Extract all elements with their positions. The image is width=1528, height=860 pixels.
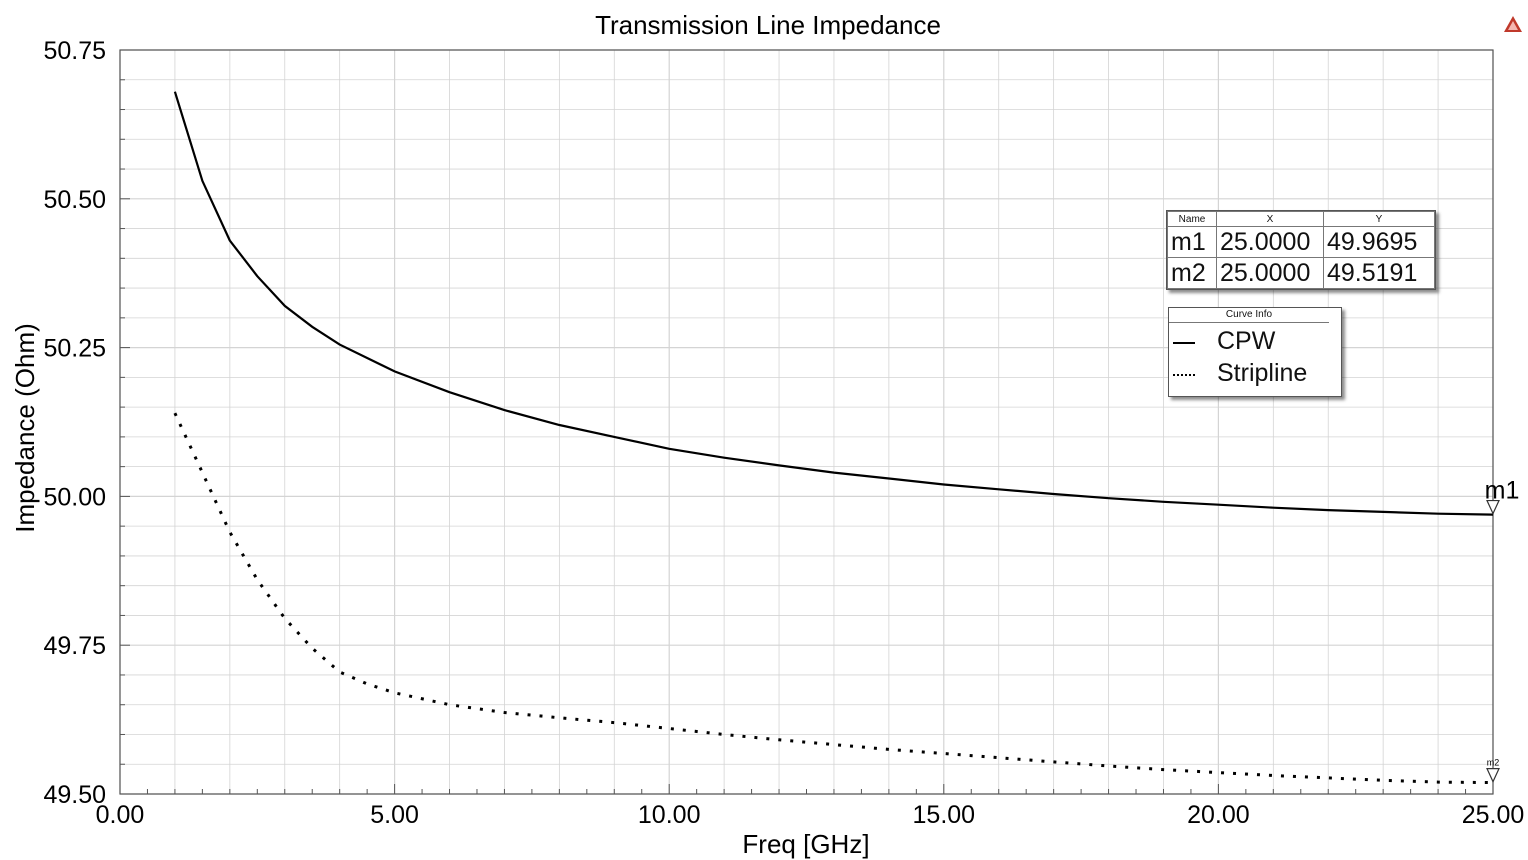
- chart-title: Transmission Line Impedance: [595, 10, 941, 40]
- x-tick-label: 20.00: [1187, 801, 1250, 829]
- marker-name: m2: [1167, 257, 1217, 289]
- dotted-line-swatch: [1173, 374, 1195, 376]
- marker-header-x: X: [1216, 211, 1324, 227]
- marker-m2-label: m2: [1487, 758, 1500, 768]
- x-tick-label: 10.00: [638, 801, 701, 829]
- x-tick-labels: 0.00 5.00 10.00 15.00 20.00 25.00: [96, 801, 1525, 829]
- legend-label: Stripline: [1217, 359, 1308, 387]
- legend-item-stripline[interactable]: Stripline: [1169, 358, 1341, 388]
- x-axis-label: Freq [GHz]: [742, 829, 869, 859]
- marker-x: 25.0000: [1216, 226, 1324, 258]
- legend-item-cpw[interactable]: CPW: [1169, 326, 1341, 356]
- curve-info-legend[interactable]: Curve Info CPW Stripline: [1168, 307, 1342, 397]
- marker-name: m1: [1167, 226, 1217, 258]
- marker-x: 25.0000: [1216, 257, 1324, 289]
- y-tick-label: 49.50: [43, 781, 106, 809]
- x-tick-label: 5.00: [370, 801, 419, 829]
- x-tick-label: 0.00: [96, 801, 145, 829]
- marker-m2-triangle: [1486, 768, 1500, 784]
- marker-row-m2[interactable]: m2 25.0000 49.5191: [1167, 257, 1435, 289]
- x-tick-label: 15.00: [913, 801, 976, 829]
- series-cpw-line: [173, 91, 1494, 516]
- marker-m1-label: m1: [1485, 477, 1520, 505]
- x-tick-label: 25.00: [1462, 801, 1525, 829]
- y-tick-label: 49.75: [43, 632, 106, 660]
- y-axis-label: Impedance (Ohm): [10, 323, 40, 533]
- y-tick-label: 50.00: [43, 483, 106, 511]
- marker-table-header: Name X Y: [1167, 211, 1435, 227]
- legend-title: Curve Info: [1169, 308, 1329, 323]
- axes: [119, 49, 1494, 795]
- y-tick-label: 50.25: [43, 335, 106, 363]
- plot-frame: [119, 49, 1494, 795]
- y-tick-labels: 49.50 49.75 50.00 50.25 50.50 50.75: [43, 37, 106, 809]
- grid-lines: [119, 49, 1494, 795]
- marker-y: 49.9695: [1323, 226, 1435, 258]
- y-tick-label: 50.75: [43, 37, 106, 65]
- marker-y: 49.5191: [1323, 257, 1435, 289]
- marker-header-name: Name: [1167, 211, 1217, 227]
- warning-triangle-icon[interactable]: [1503, 15, 1523, 33]
- marker-m1-triangle: [1486, 499, 1500, 515]
- marker-header-y: Y: [1323, 211, 1435, 227]
- curves: [173, 91, 1494, 785]
- marker-row-m1[interactable]: m1 25.0000 49.9695: [1167, 226, 1435, 258]
- solid-line-swatch: [1173, 342, 1195, 344]
- markers: m1 m2: [1485, 477, 1520, 784]
- marker-table[interactable]: Name X Y m1 25.0000 49.9695 m2 25.0000 4…: [1166, 210, 1436, 290]
- legend-label: CPW: [1217, 327, 1276, 355]
- y-tick-label: 50.50: [43, 186, 106, 214]
